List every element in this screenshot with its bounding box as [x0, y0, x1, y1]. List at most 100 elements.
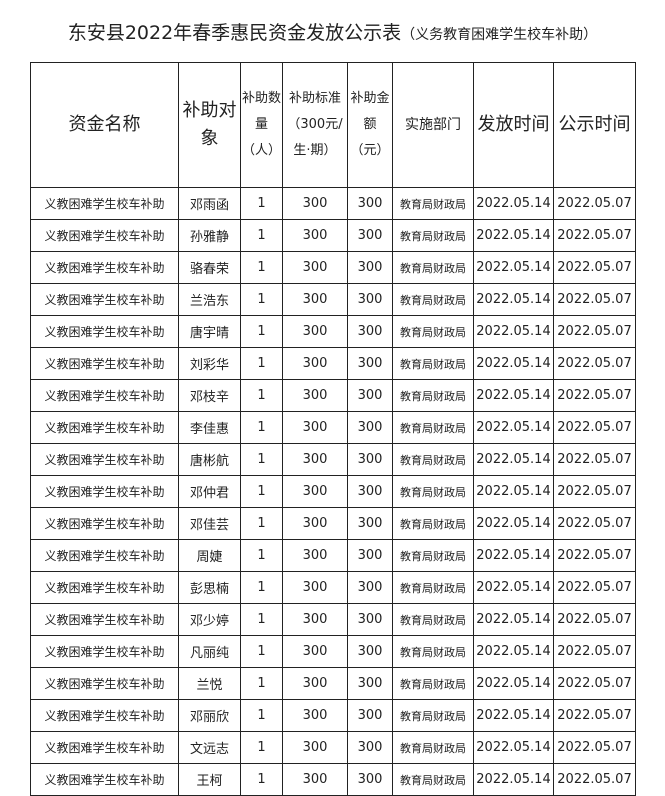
cell-issue-date: 2022.05.14	[473, 475, 554, 508]
cell-standard: 300	[282, 539, 348, 572]
cell-count: 1	[240, 251, 283, 284]
cell-department: 教育局财政局	[392, 667, 474, 700]
table-row: 义教困难学生校车补助 邓佳芸 1 300 300 教育局财政局 2022.05.14 2022…	[30, 507, 636, 540]
cell-publish-date: 2022.05.07	[553, 603, 636, 636]
cell-fund-name: 义教困难学生校车补助	[30, 251, 179, 284]
cell-standard: 300	[282, 379, 348, 412]
table-row: 义教困难学生校车补助 邓少婷 1 300 300 教育局财政局 2022.05.14 2022…	[30, 603, 636, 636]
cell-count: 1	[240, 699, 283, 732]
cell-fund-name: 义教困难学生校车补助	[30, 315, 179, 348]
cell-publish-date: 2022.05.07	[553, 219, 636, 252]
cell-fund-name: 义教困难学生校车补助	[30, 347, 179, 380]
cell-amount: 300	[347, 507, 393, 540]
cell-issue-date: 2022.05.14	[473, 539, 554, 572]
cell-recipient: 兰悦	[178, 667, 241, 700]
cell-count: 1	[240, 475, 283, 508]
cell-standard: 300	[282, 603, 348, 636]
cell-recipient: 文远志	[178, 731, 241, 764]
table-row: 义教困难学生校车补助 邓丽欣 1 300 300 教育局财政局 2022.05.14 2022…	[30, 699, 636, 732]
cell-count: 1	[240, 667, 283, 700]
header-row: 资金名称 补助对象 补助数量（人） 补助标准（300元/生·期） 补助金额（元）…	[30, 62, 636, 188]
cell-amount: 300	[347, 571, 393, 604]
cell-department: 教育局财政局	[392, 283, 474, 316]
table-row: 义教困难学生校车补助 兰悦 1 300 300 教育局财政局 2022.05.14 2022.…	[30, 667, 636, 700]
cell-standard: 300	[282, 251, 348, 284]
header-fund-name: 资金名称	[30, 62, 179, 188]
cell-amount: 300	[347, 699, 393, 732]
cell-count: 1	[240, 315, 283, 348]
page-title: 东安县2022年春季惠民资金发放公示表（义务教育困难学生校车补助）	[0, 18, 665, 45]
cell-fund-name: 义教困难学生校车补助	[30, 731, 179, 764]
cell-issue-date: 2022.05.14	[473, 219, 554, 252]
cell-publish-date: 2022.05.07	[553, 283, 636, 316]
cell-amount: 300	[347, 539, 393, 572]
cell-standard: 300	[282, 635, 348, 668]
table-row: 义教困难学生校车补助 唐宇晴 1 300 300 教育局财政局 2022.05.14 2022…	[30, 315, 636, 348]
cell-recipient: 王柯	[178, 763, 241, 796]
cell-standard: 300	[282, 571, 348, 604]
cell-publish-date: 2022.05.07	[553, 379, 636, 412]
cell-amount: 300	[347, 315, 393, 348]
table-row: 义教困难学生校车补助 凡丽纯 1 300 300 教育局财政局 2022.05.14 2022…	[30, 635, 636, 668]
cell-publish-date: 2022.05.07	[553, 763, 636, 796]
cell-department: 教育局财政局	[392, 315, 474, 348]
cell-fund-name: 义教困难学生校车补助	[30, 539, 179, 572]
header-standard: 补助标准（300元/生·期）	[282, 62, 348, 188]
cell-issue-date: 2022.05.14	[473, 635, 554, 668]
cell-recipient: 彭思楠	[178, 571, 241, 604]
cell-amount: 300	[347, 635, 393, 668]
cell-amount: 300	[347, 251, 393, 284]
cell-issue-date: 2022.05.14	[473, 667, 554, 700]
cell-amount: 300	[347, 443, 393, 476]
cell-publish-date: 2022.05.07	[553, 443, 636, 476]
title-sub: （义务教育困难学生校车补助）	[401, 27, 598, 43]
cell-count: 1	[240, 571, 283, 604]
cell-department: 教育局财政局	[392, 475, 474, 508]
cell-standard: 300	[282, 667, 348, 700]
cell-recipient: 邓雨函	[178, 187, 241, 220]
cell-count: 1	[240, 379, 283, 412]
cell-recipient: 邓少婷	[178, 603, 241, 636]
table-row: 义教困难学生校车补助 李佳惠 1 300 300 教育局财政局 2022.05.14 2022…	[30, 411, 636, 444]
cell-issue-date: 2022.05.14	[473, 763, 554, 796]
cell-fund-name: 义教困难学生校车补助	[30, 635, 179, 668]
cell-fund-name: 义教困难学生校车补助	[30, 283, 179, 316]
cell-count: 1	[240, 187, 283, 220]
cell-fund-name: 义教困难学生校车补助	[30, 699, 179, 732]
cell-publish-date: 2022.05.07	[553, 539, 636, 572]
cell-issue-date: 2022.05.14	[473, 443, 554, 476]
cell-department: 教育局财政局	[392, 539, 474, 572]
cell-department: 教育局财政局	[392, 187, 474, 220]
table-row: 义教困难学生校车补助 骆春荣 1 300 300 教育局财政局 2022.05.14 2022…	[30, 251, 636, 284]
cell-count: 1	[240, 443, 283, 476]
cell-standard: 300	[282, 731, 348, 764]
cell-publish-date: 2022.05.07	[553, 251, 636, 284]
cell-issue-date: 2022.05.14	[473, 699, 554, 732]
table-row: 义教困难学生校车补助 孙雅静 1 300 300 教育局财政局 2022.05.14 2022…	[30, 219, 636, 252]
cell-department: 教育局财政局	[392, 603, 474, 636]
cell-fund-name: 义教困难学生校车补助	[30, 571, 179, 604]
cell-issue-date: 2022.05.14	[473, 347, 554, 380]
table-row: 义教困难学生校车补助 邓仲君 1 300 300 教育局财政局 2022.05.14 2022…	[30, 475, 636, 508]
cell-department: 教育局财政局	[392, 571, 474, 604]
cell-recipient: 唐宇晴	[178, 315, 241, 348]
cell-recipient: 刘彩华	[178, 347, 241, 380]
cell-issue-date: 2022.05.14	[473, 315, 554, 348]
cell-fund-name: 义教困难学生校车补助	[30, 507, 179, 540]
cell-issue-date: 2022.05.14	[473, 571, 554, 604]
cell-amount: 300	[347, 347, 393, 380]
cell-amount: 300	[347, 187, 393, 220]
cell-fund-name: 义教困难学生校车补助	[30, 219, 179, 252]
cell-department: 教育局财政局	[392, 347, 474, 380]
cell-recipient: 邓佳芸	[178, 507, 241, 540]
cell-count: 1	[240, 635, 283, 668]
cell-count: 1	[240, 603, 283, 636]
cell-fund-name: 义教困难学生校车补助	[30, 603, 179, 636]
cell-amount: 300	[347, 475, 393, 508]
header-department: 实施部门	[392, 62, 474, 188]
cell-publish-date: 2022.05.07	[553, 411, 636, 444]
cell-department: 教育局财政局	[392, 379, 474, 412]
cell-count: 1	[240, 539, 283, 572]
subsidy-table: 资金名称 补助对象 补助数量（人） 补助标准（300元/生·期） 补助金额（元）…	[30, 62, 636, 796]
cell-amount: 300	[347, 283, 393, 316]
